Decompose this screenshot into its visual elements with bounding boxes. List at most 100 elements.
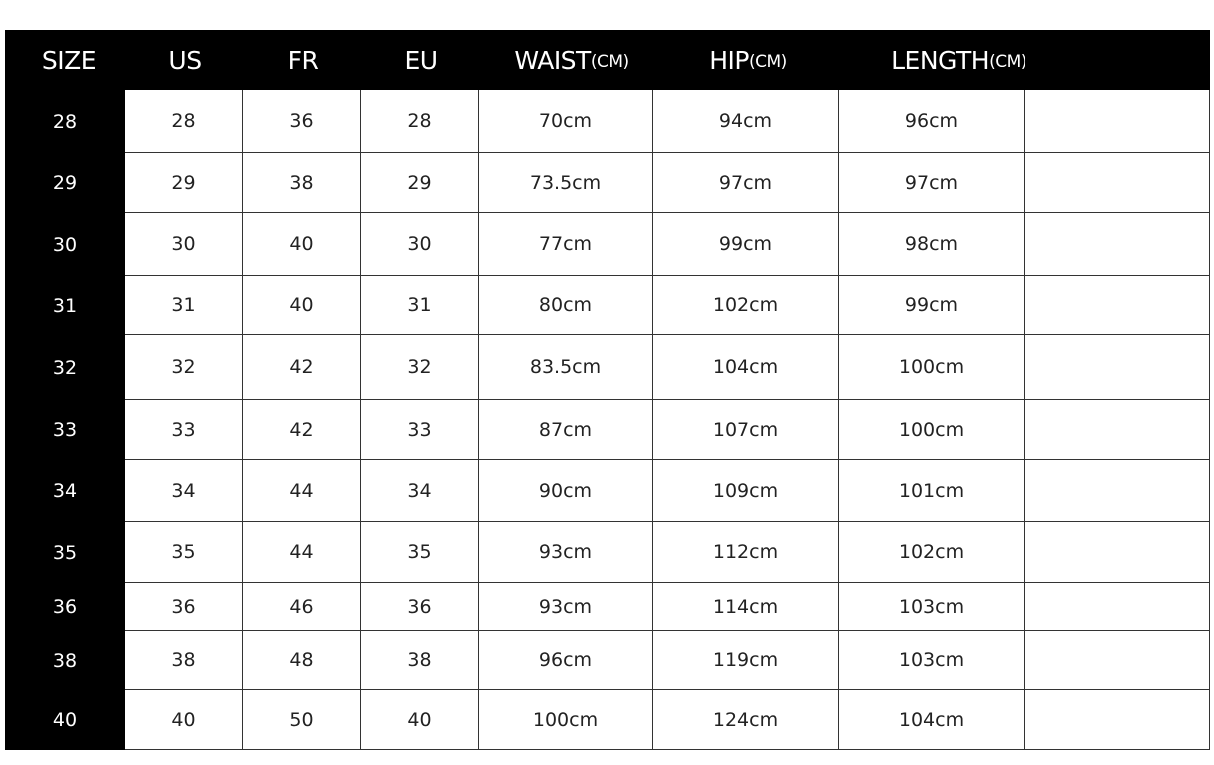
table-cell: 70cm xyxy=(479,90,653,153)
table-cell: 100cm xyxy=(839,335,1025,400)
table-cell: 35 xyxy=(125,522,243,583)
table-cell: 50 xyxy=(243,690,361,750)
table-cell: 102cm xyxy=(839,522,1025,583)
size-cell: 29 xyxy=(52,172,78,194)
table-cell: 36 xyxy=(361,583,479,631)
table-cell: 99cm xyxy=(653,213,839,276)
table-cell: 33 xyxy=(361,400,479,460)
table-cell xyxy=(1025,276,1210,335)
table-cell: 38 xyxy=(125,631,243,690)
table-cell: 100cm xyxy=(479,690,653,750)
size-cell: 40 xyxy=(52,709,78,731)
table-cell: 112cm xyxy=(653,522,839,583)
header-label: WAIST xyxy=(514,45,591,75)
table-cell xyxy=(1025,631,1210,690)
table-cell: 46 xyxy=(243,583,361,631)
table-cell: 93cm xyxy=(479,583,653,631)
header-label: SIZE xyxy=(41,45,97,75)
header-unit: (CM) xyxy=(590,52,629,72)
size-cell: 34 xyxy=(52,480,78,502)
table-cell: 48 xyxy=(243,631,361,690)
header-label: HIP xyxy=(709,45,749,75)
table-cell: 83.5cm xyxy=(479,335,653,400)
table-cell: 99cm xyxy=(839,276,1025,335)
table-cell: 93cm xyxy=(479,522,653,583)
table-cell: 29 xyxy=(125,153,243,213)
size-cell: 30 xyxy=(52,233,78,256)
table-cell xyxy=(1025,335,1210,400)
table-cell: 31 xyxy=(125,276,243,335)
column-header xyxy=(1025,30,1210,90)
table-cell: 90cm xyxy=(479,460,653,522)
table-cell: 101cm xyxy=(839,460,1025,522)
size-cell: 38 xyxy=(52,649,78,672)
table-cell xyxy=(1025,583,1210,631)
table-cell: 38 xyxy=(361,631,479,690)
header-unit: (CM) xyxy=(989,52,1027,72)
table-cell: 36 xyxy=(243,90,361,153)
table-cell: 35 xyxy=(361,522,479,583)
table-cell: 94cm xyxy=(653,90,839,153)
table-cell: 73.5cm xyxy=(479,153,653,213)
table-cell: 104cm xyxy=(839,690,1025,750)
table-cell: 119cm xyxy=(653,631,839,690)
table-cell: 33 xyxy=(125,400,243,460)
column-header: SIZE xyxy=(5,30,133,90)
header-label: EU xyxy=(404,45,438,75)
table-cell: 97cm xyxy=(839,153,1025,213)
table-cell: 96cm xyxy=(479,631,653,690)
table-cell: 34 xyxy=(361,460,479,522)
header-unit: (CM) xyxy=(748,52,787,72)
table-cell: 42 xyxy=(243,400,361,460)
column-header: HIP (CM) xyxy=(653,30,843,90)
table-cell: 96cm xyxy=(839,90,1025,153)
table-cell: 28 xyxy=(361,90,479,153)
table-cell: 40 xyxy=(243,213,361,276)
table-cell: 114cm xyxy=(653,583,839,631)
table-cell: 107cm xyxy=(653,400,839,460)
table-cell: 100cm xyxy=(839,400,1025,460)
header-label: US xyxy=(168,45,202,75)
table-cell: 98cm xyxy=(839,213,1025,276)
size-cell: 35 xyxy=(52,541,78,564)
table-cell: 30 xyxy=(125,213,243,276)
table-cell xyxy=(1025,213,1210,276)
size-column xyxy=(5,90,125,750)
table-cell: 124cm xyxy=(653,690,839,750)
header-label: LENGTH xyxy=(891,45,990,75)
table-cell: 44 xyxy=(243,522,361,583)
size-chart-table: SIZE US FR EU WAIST (CM) HIP (CM) LENGTH (CM) 28 28… xyxy=(5,30,1210,750)
table-cell: 109cm xyxy=(653,460,839,522)
table-cell: 32 xyxy=(361,335,479,400)
table-cell: 40 xyxy=(243,276,361,335)
table-cell xyxy=(1025,690,1210,750)
table-cell: 40 xyxy=(361,690,479,750)
table-cell: 80cm xyxy=(479,276,653,335)
column-header: FR xyxy=(243,30,363,90)
table-cell: 28 xyxy=(125,90,243,153)
table-cell: 34 xyxy=(125,460,243,522)
table-cell: 102cm xyxy=(653,276,839,335)
column-header: US xyxy=(125,30,245,90)
table-cell: 32 xyxy=(125,335,243,400)
size-cell: 36 xyxy=(52,596,78,618)
column-header: EU xyxy=(361,30,481,90)
table-cell: 87cm xyxy=(479,400,653,460)
size-cell: 31 xyxy=(52,294,78,317)
table-cell: 38 xyxy=(243,153,361,213)
table-cell: 40 xyxy=(125,690,243,750)
table-cell xyxy=(1025,153,1210,213)
table-cell: 104cm xyxy=(653,335,839,400)
table-cell: 97cm xyxy=(653,153,839,213)
table-cell: 36 xyxy=(125,583,243,631)
header-label: FR xyxy=(287,45,319,75)
table-cell xyxy=(1025,460,1210,522)
table-cell xyxy=(1025,522,1210,583)
table-cell: 42 xyxy=(243,335,361,400)
table-cell: 103cm xyxy=(839,631,1025,690)
size-cell: 33 xyxy=(52,419,78,441)
table-cell: 103cm xyxy=(839,583,1025,631)
size-cell: 32 xyxy=(52,356,78,379)
table-cell: 30 xyxy=(361,213,479,276)
column-header: WAIST (CM) xyxy=(479,30,664,90)
